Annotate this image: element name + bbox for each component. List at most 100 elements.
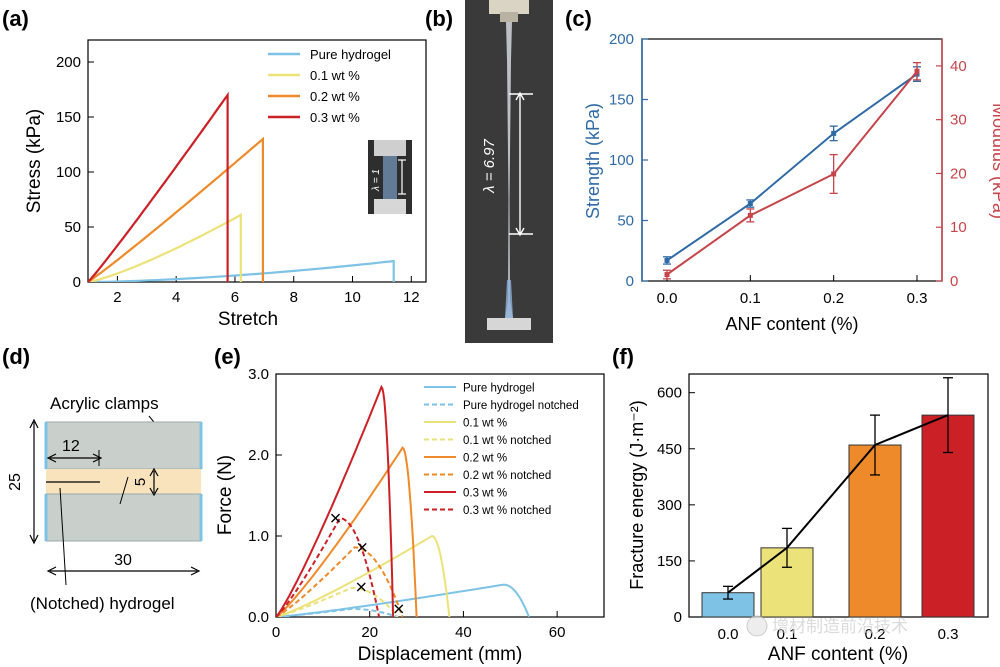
panel-d-label: (d): [2, 344, 30, 369]
e-series-3: [276, 586, 399, 617]
e-fracture-cross-marker: [356, 582, 366, 592]
panel-d: (d) Acrylic clamps 25 12 5 30 (Notched) …: [2, 344, 203, 613]
a-xtick-label: 12: [403, 289, 420, 306]
f-xtick-label: 0.2: [865, 626, 886, 643]
panel-b: (b) λ = 6.97: [425, 0, 553, 343]
a-xtick-label: 2: [113, 289, 121, 306]
dim-30-label: 30: [114, 552, 132, 569]
c-ytick-right-label: 40: [950, 58, 967, 75]
a-series-3: [88, 91, 229, 282]
e-fracture-cross-marker: [394, 604, 404, 614]
e-legend-label-3: 0.1 wt % notched: [463, 435, 551, 447]
f-ytick-label: 150: [657, 553, 682, 570]
panel-f-bars: [701, 377, 975, 618]
e-legend-label-7: 0.3 wt % notched: [463, 505, 551, 517]
e-xtick-label: 40: [455, 624, 472, 641]
panel-a-ticks: 2 4 6 8 10 12 0 50 100 150 200: [56, 54, 420, 306]
panel-c-frame: [641, 38, 943, 282]
e-ytick-label: 3.0: [248, 366, 269, 383]
panel-f: (f) 0.0 0.1 0.2 0.3 0 150 300 450 600 ANF conten…: [612, 344, 989, 665]
c-xtick-label: 0.0: [657, 290, 678, 307]
stretched-gel: [505, 22, 513, 318]
e-ytick-label: 0.0: [248, 609, 269, 626]
panel-c-series: [663, 62, 921, 280]
dim-12-label: 12: [62, 438, 80, 455]
c-ytick-left-label: 150: [609, 92, 634, 109]
a-xtick-label: 6: [231, 289, 239, 306]
c-point: [831, 130, 837, 136]
stretch-arrowhead-top: [515, 91, 525, 101]
f-trend-line: [727, 414, 949, 594]
panel-e: (e) 0 20 40 600.01.02.03.0 Pure hydrogelPur…: [214, 344, 605, 665]
c-point: [664, 272, 670, 278]
panel-a-ylabel: Stress (kPa): [24, 109, 45, 214]
legend-a-03: 0.3 wt %: [310, 110, 360, 125]
panel-a-label: (a): [2, 6, 29, 31]
panel-f-frame: [688, 373, 989, 618]
panel-a: (a) 2 4 6 8 10 12 0 50 100 150 200 Stretch Stress …: [2, 6, 427, 330]
f-ytick-label: 450: [657, 441, 682, 458]
c-ytick-right-label: 20: [950, 165, 967, 182]
panel-e-ticks: 0 20 40 60 0.0 1.0 2.0 3.0: [248, 366, 565, 641]
e-legend-label-4: 0.2 wt %: [463, 453, 507, 465]
inset-gel: [383, 156, 397, 199]
panel-e-xlabel: Displacement (mm): [358, 644, 523, 665]
e-series-7: [276, 517, 381, 617]
c-series-line-0: [666, 73, 918, 262]
f-ytick-label: 600: [657, 385, 682, 402]
e-legend-label-0: Pure hydrogel: [463, 383, 535, 395]
stretch-label: λ = 6.97: [481, 139, 498, 194]
clamp-label: Acrylic clamps: [50, 394, 159, 413]
a-ytick-label: 100: [56, 164, 81, 181]
panel-b-label: (b): [425, 6, 453, 31]
c-point: [914, 68, 920, 74]
e-fracture-cross-marker: [357, 542, 367, 552]
a-xtick-label: 8: [290, 289, 298, 306]
panel-c: (c) 0.0 0.1 0.2 0.3 0 50 100 150 200 0 10 20 30 40 AN…: [565, 6, 1000, 334]
a-xtick-label: 10: [344, 289, 361, 306]
f-xtick-label: 0.0: [718, 626, 739, 643]
e-legend-label-6: 0.3 wt %: [463, 488, 507, 500]
legend-a-02: 0.2 wt %: [310, 89, 360, 104]
c-ytick-left-label: 100: [609, 152, 634, 169]
top-clamp: [489, 0, 529, 14]
e-ytick-label: 1.0: [248, 528, 269, 545]
dim-30-arrow-left: [46, 566, 57, 576]
a-series-2: [88, 136, 264, 282]
dim-5-arrow-top: [149, 467, 159, 477]
a-series-1: [88, 213, 242, 282]
panel-c-ticks: 0.0 0.1 0.2 0.3 0 50 100 150 200 0 10 20 30 40: [609, 31, 967, 307]
gel-label: (Notched) hydrogel: [30, 594, 175, 613]
e-series-1: [276, 607, 399, 617]
a-ytick-label: 0: [73, 274, 81, 291]
panel-a-xlabel: Stretch: [218, 309, 278, 330]
legend-a-01: 0.1 wt %: [310, 68, 360, 83]
panel-f-ylabel: Fracture energy (J·m⁻²): [627, 400, 647, 590]
panel-a-curves: [88, 91, 395, 282]
a-series-0: [88, 259, 395, 282]
panel-f-xlabel: ANF content (%): [768, 644, 908, 665]
f-bar-2: [848, 444, 902, 618]
gel-blue-tip: [505, 280, 513, 318]
e-series-4: [276, 446, 418, 617]
f-xtick-label: 0.3: [938, 626, 959, 643]
dim-12-arrow-right: [92, 453, 103, 463]
f-ytick-label: 300: [657, 497, 682, 514]
dim-25-arrow-bottom: [29, 534, 39, 545]
c-ytick-right-label: 30: [950, 112, 967, 129]
panel-f-ticks: 0.0 0.1 0.2 0.3 0 150 300 450 600: [657, 385, 958, 643]
e-xtick-label: 60: [549, 624, 566, 641]
dim-25-label: 25: [7, 473, 24, 491]
panel-c-ylabel-left: Strength (kPa): [583, 103, 603, 219]
bottom-clamp: [487, 318, 531, 330]
panel-c-ylabel-right: Modulus (kPa): [989, 103, 1000, 219]
panel-f-label: (f): [612, 344, 634, 369]
panel-a-legend: Pure hydrogel 0.1 wt % 0.2 wt % 0.3 wt %: [268, 47, 391, 125]
panel-e-curves: [276, 384, 530, 617]
e-xtick-label: 20: [361, 624, 378, 641]
a-ytick-label: 150: [56, 109, 81, 126]
panel-a-inset-photo: λ = 1: [368, 140, 412, 214]
c-ytick-left-label: 0: [626, 273, 634, 290]
dim-5-label: 5: [132, 478, 149, 486]
